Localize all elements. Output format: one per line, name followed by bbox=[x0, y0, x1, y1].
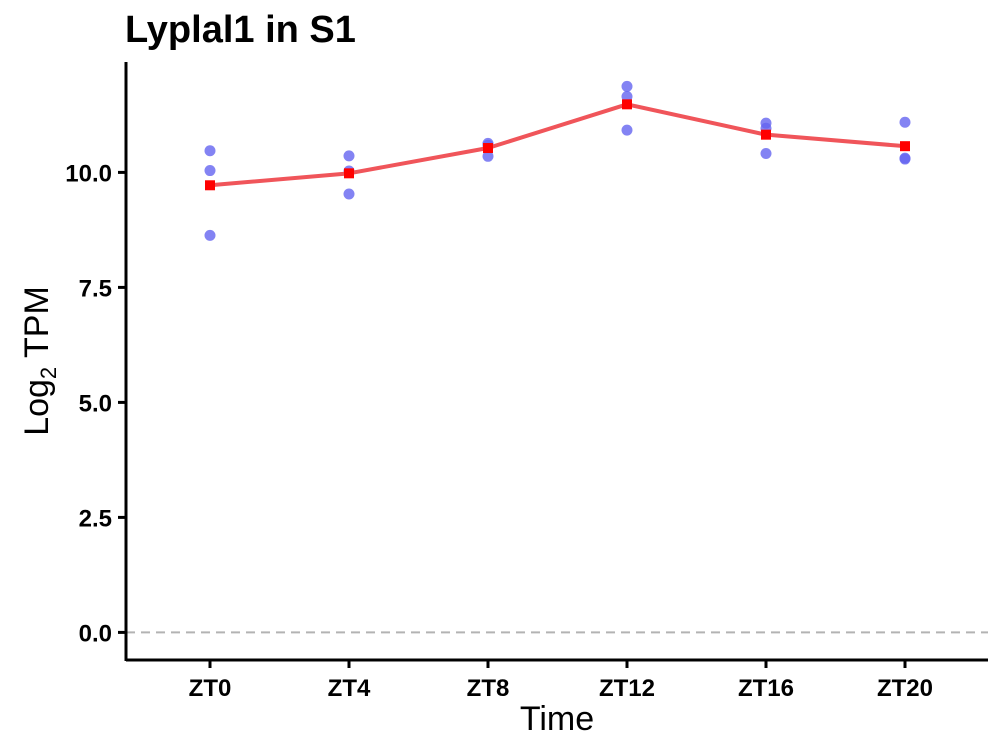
replicate-point bbox=[899, 153, 911, 165]
x-tick-label: ZT0 bbox=[189, 675, 232, 702]
chart-title: Lyplal1 in S1 bbox=[125, 9, 356, 51]
replicate-point bbox=[204, 165, 216, 177]
mean-point bbox=[483, 143, 493, 154]
replicate-point bbox=[621, 80, 633, 92]
mean-point bbox=[622, 99, 632, 110]
replicate-point bbox=[204, 145, 216, 157]
replicate-points-layer bbox=[204, 80, 911, 241]
y-tick-label: 7.5 bbox=[79, 275, 112, 302]
y-tick-label: 10.0 bbox=[65, 160, 112, 187]
mean-line bbox=[209, 102, 906, 188]
x-tick-label: ZT8 bbox=[467, 675, 510, 702]
replicate-point bbox=[621, 91, 633, 102]
y-axis-title-rest: TPM bbox=[18, 286, 56, 367]
replicate-point bbox=[621, 124, 633, 136]
y-axis-title: Log2 TPM bbox=[18, 286, 61, 436]
x-ticks: ZT0 ZT4 ZT8 ZT12 ZT16 ZT20 bbox=[189, 660, 933, 702]
x-tick-label: ZT12 bbox=[599, 675, 655, 702]
mean-point bbox=[205, 180, 215, 191]
y-ticks: 0.0 2.5 5.0 7.5 10.0 bbox=[65, 160, 126, 647]
y-tick-label: 2.5 bbox=[79, 505, 112, 532]
x-axis-title: Time bbox=[520, 700, 594, 738]
mean-point bbox=[761, 129, 771, 140]
replicate-point bbox=[760, 148, 772, 160]
mean-point bbox=[900, 141, 910, 152]
y-axis-title-main: Log bbox=[18, 379, 56, 436]
mean-point bbox=[344, 168, 354, 179]
mean-series-layer bbox=[205, 99, 910, 191]
x-tick-label: ZT4 bbox=[328, 675, 371, 702]
replicate-point bbox=[343, 150, 355, 162]
x-tick-label: ZT16 bbox=[738, 675, 794, 702]
replicate-point bbox=[204, 229, 216, 241]
y-tick-label: 0.0 bbox=[79, 620, 112, 647]
replicate-point bbox=[899, 116, 911, 128]
replicate-point bbox=[482, 150, 494, 162]
replicate-point bbox=[343, 188, 355, 200]
y-axis-title-subscript: 2 bbox=[36, 367, 61, 379]
y-tick-label: 5.0 bbox=[79, 390, 112, 417]
axes bbox=[124, 62, 988, 662]
x-tick-label: ZT20 bbox=[877, 675, 933, 702]
